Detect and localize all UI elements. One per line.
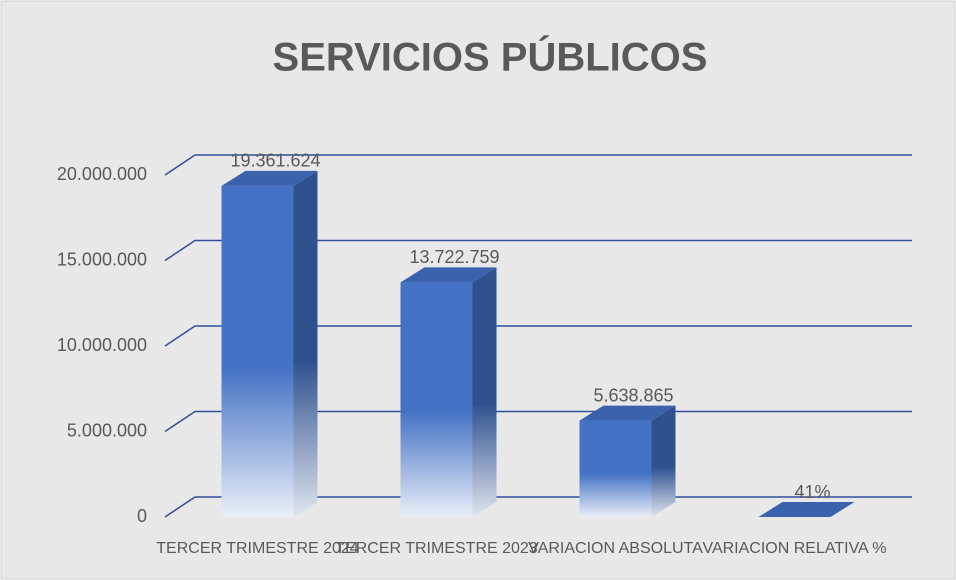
bar-top [579, 405, 676, 421]
data-label: 5.638.865 [593, 385, 673, 405]
data-label: 19.361.624 [230, 151, 320, 171]
data-label: 41% [794, 482, 830, 502]
bar-side [472, 267, 497, 517]
y-tick-label: 0 [137, 506, 147, 526]
x-tick-label: TERCER TRIMESTRE 2023 [335, 540, 538, 557]
grid-line [164, 239, 912, 262]
grid-line [164, 154, 912, 176]
y-tick-label: 15.000.000 [57, 249, 147, 269]
y-tick-label: 20.000.000 [57, 164, 147, 184]
y-tick-label: 10.000.000 [57, 335, 147, 355]
bar-side [651, 405, 676, 517]
bar-side [293, 170, 318, 517]
bar-front [400, 282, 473, 517]
grid-line [164, 325, 912, 347]
bar-front [579, 420, 652, 517]
x-tick-label: TERCER TRIMESTRE 2024 [156, 540, 359, 557]
chart-title: SERVICIOS PÚBLICOS [273, 34, 708, 80]
x-tick-label: VARIACION ABSOLUTA [528, 540, 703, 557]
y-tick-label: 5.000.000 [67, 420, 147, 440]
bar-top [758, 502, 855, 517]
bar-top [221, 170, 318, 186]
x-tick-label: VARIACION RELATIVA % [702, 540, 886, 557]
bar-front [221, 185, 294, 517]
data-label: 13.722.759 [409, 247, 499, 267]
bar-top [400, 267, 497, 283]
